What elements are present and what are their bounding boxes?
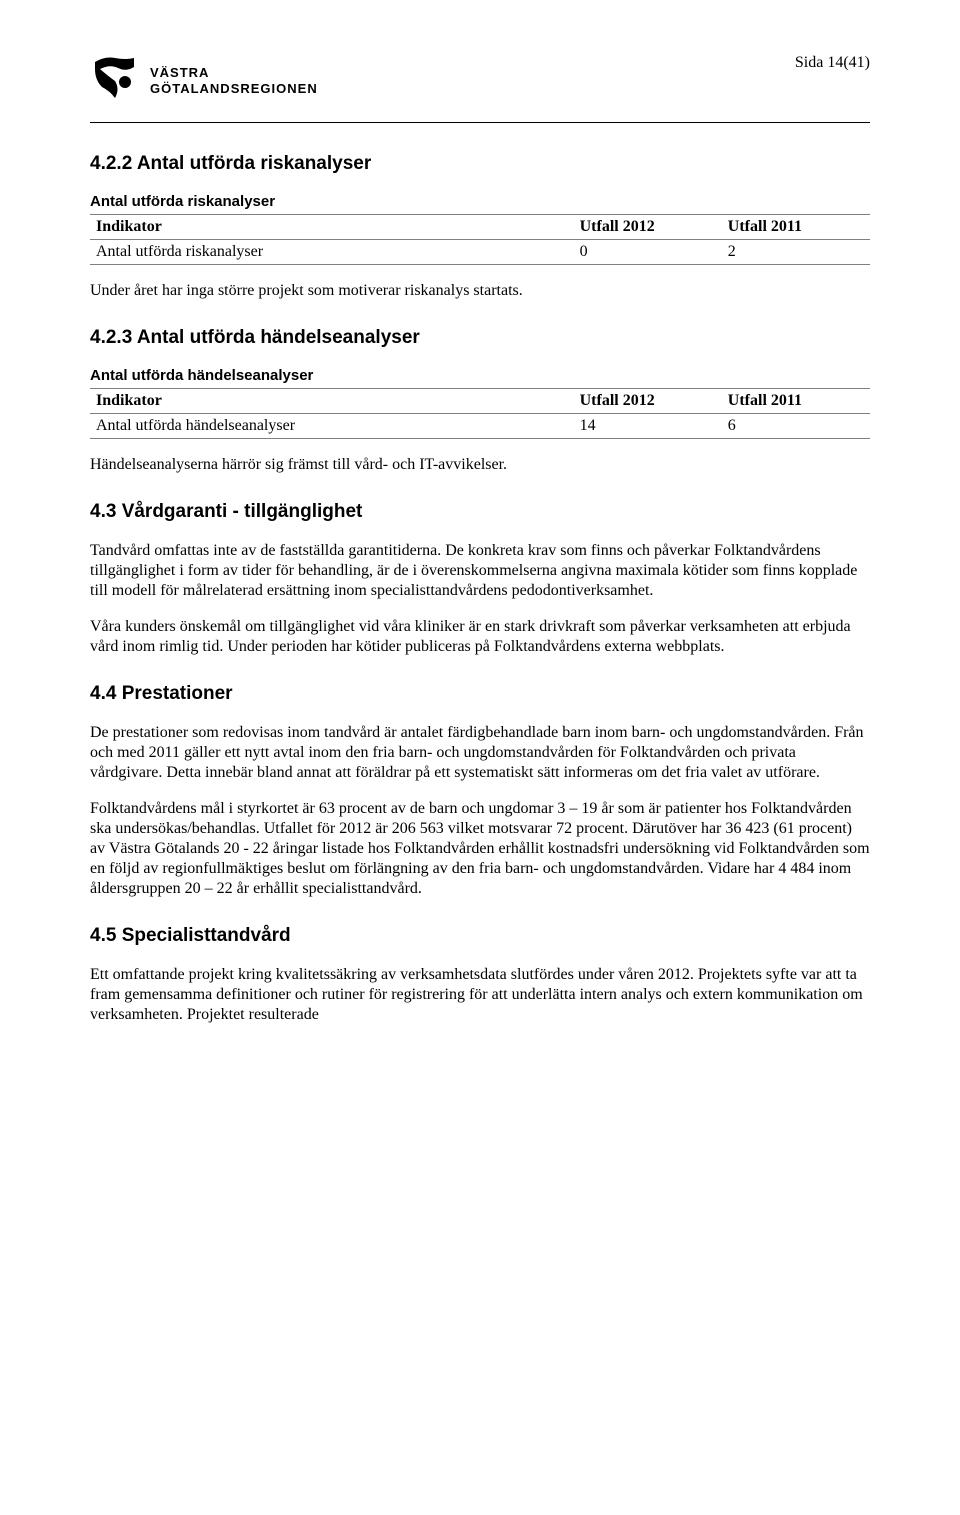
heading-4-5: 4.5 Specialisttandvård (90, 925, 870, 947)
table-event: Indikator Utfall 2012 Utfall 2011 Antal … (90, 388, 870, 439)
table-title-risk: Antal utförda riskanalyser (90, 193, 870, 210)
heading-4-2-2: 4.2.2 Antal utförda riskanalyser (90, 153, 870, 175)
cell-2012: 14 (574, 414, 722, 439)
col-utfall-2011: Utfall 2011 (722, 215, 870, 240)
table-row: Antal utförda händelseanalyser 14 6 (90, 414, 870, 439)
table-title-event: Antal utförda händelseanalyser (90, 367, 870, 384)
cell-2011: 6 (722, 414, 870, 439)
para-event: Händelseanalyserna härrör sig främst til… (90, 455, 870, 475)
header-divider (90, 122, 870, 123)
col-utfall-2012: Utfall 2012 (574, 389, 722, 414)
heading-4-3: 4.3 Vårdgaranti - tillgänglighet (90, 501, 870, 523)
cell-2011: 2 (722, 240, 870, 265)
para-43-2: Våra kunders önskemål om tillgänglighet … (90, 617, 870, 657)
table-header-row: Indikator Utfall 2012 Utfall 2011 (90, 215, 870, 240)
table-row: Antal utförda riskanalyser 0 2 (90, 240, 870, 265)
org-logo: VÄSTRA GÖTALANDSREGIONEN (90, 54, 870, 104)
table-header-row: Indikator Utfall 2012 Utfall 2011 (90, 389, 870, 414)
para-45-1: Ett omfattande projekt kring kvalitetssä… (90, 965, 870, 1025)
logo-text-line1: VÄSTRA (150, 65, 318, 81)
col-indikator: Indikator (90, 389, 574, 414)
col-utfall-2011: Utfall 2011 (722, 389, 870, 414)
para-43-1: Tandvård omfattas inte av de fastställda… (90, 541, 870, 601)
para-44-2: Folktandvårdens mål i styrkortet är 63 p… (90, 799, 870, 899)
col-utfall-2012: Utfall 2012 (574, 215, 722, 240)
para-44-1: De prestationer som redovisas inom tandv… (90, 723, 870, 783)
cell-label: Antal utförda händelseanalyser (90, 414, 574, 439)
table-risk: Indikator Utfall 2012 Utfall 2011 Antal … (90, 214, 870, 265)
col-indikator: Indikator (90, 215, 574, 240)
logo-text-line2: GÖTALANDSREGIONEN (150, 81, 318, 97)
cell-label: Antal utförda riskanalyser (90, 240, 574, 265)
heading-4-4: 4.4 Prestationer (90, 683, 870, 705)
page-number: Sida 14(41) (795, 54, 870, 72)
cell-2012: 0 (574, 240, 722, 265)
heading-4-2-3: 4.2.3 Antal utförda händelseanalyser (90, 327, 870, 349)
para-risk: Under året har inga större projekt som m… (90, 281, 870, 301)
logo-mark-icon (90, 54, 140, 104)
